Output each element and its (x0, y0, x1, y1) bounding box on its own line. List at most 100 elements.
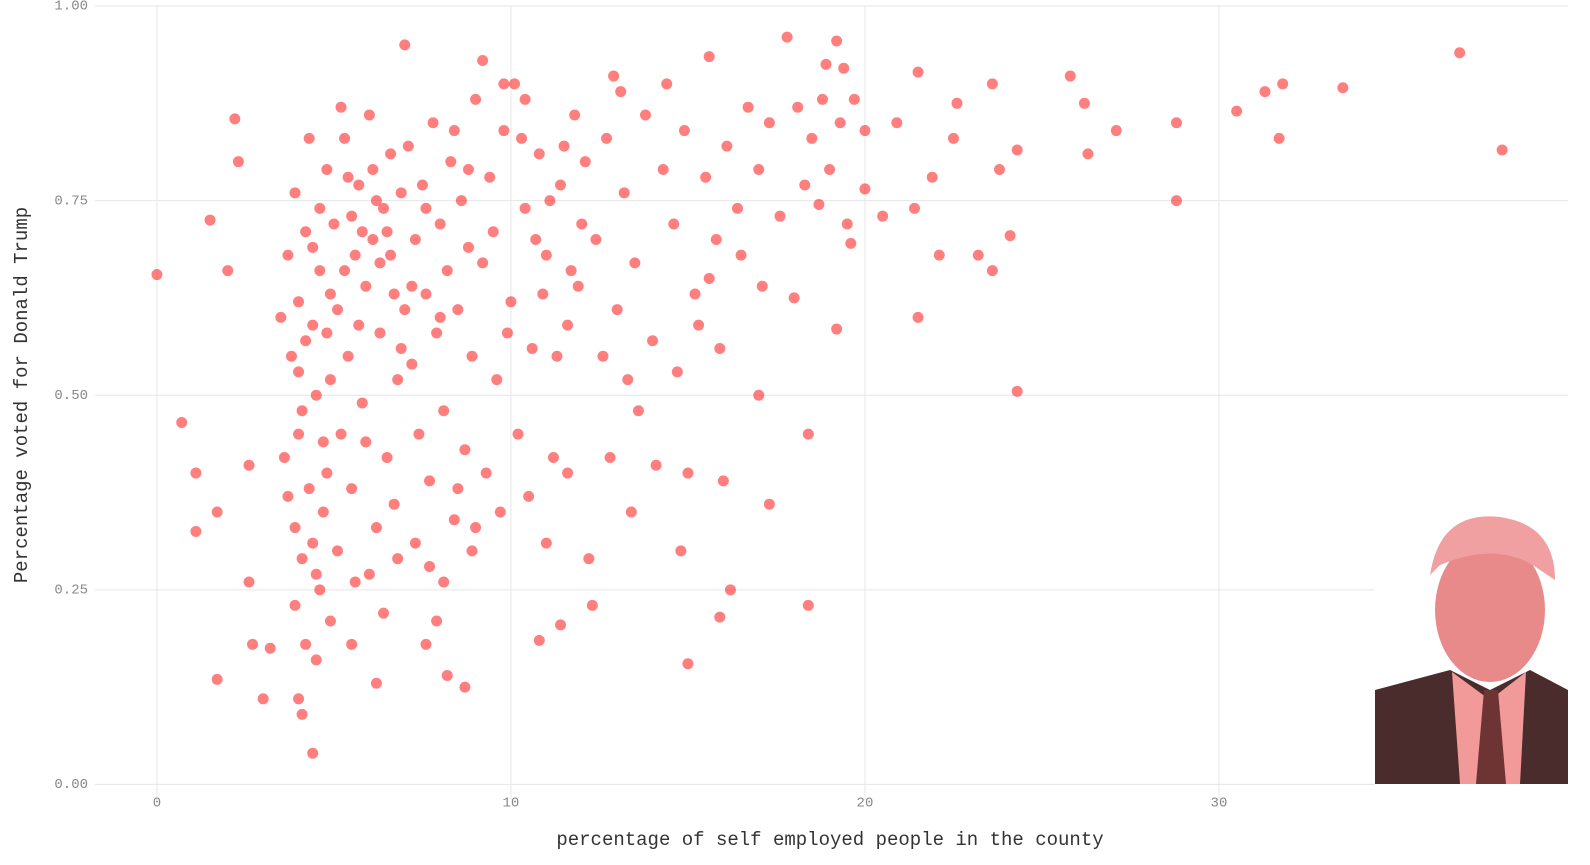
point (370, 195, 382, 207)
point (703, 51, 715, 63)
point (877, 210, 889, 222)
point (678, 125, 690, 137)
point (498, 78, 510, 90)
point (151, 269, 163, 281)
point (484, 171, 496, 183)
hair (1430, 516, 1555, 580)
point (406, 280, 418, 292)
point (385, 148, 397, 160)
point (562, 467, 574, 479)
point (378, 202, 390, 214)
point (470, 93, 482, 105)
point (204, 214, 216, 226)
point (264, 642, 276, 654)
point (629, 257, 641, 269)
point (993, 163, 1005, 175)
point (763, 117, 775, 129)
point (742, 101, 754, 113)
point (342, 350, 354, 362)
point (714, 343, 726, 355)
point (834, 117, 846, 129)
point (307, 319, 319, 331)
point (618, 187, 630, 199)
point (321, 327, 333, 339)
point (547, 451, 559, 463)
point (533, 148, 545, 160)
point (293, 428, 305, 440)
point (300, 638, 312, 650)
tie (1476, 690, 1506, 784)
point (335, 101, 347, 113)
point (307, 747, 319, 759)
point (569, 109, 581, 121)
grid (95, 5, 1568, 800)
point (1170, 195, 1182, 207)
point (845, 237, 857, 249)
point (314, 584, 326, 596)
point (544, 195, 556, 207)
point (1454, 47, 1466, 59)
point (370, 522, 382, 534)
point (324, 615, 336, 627)
point (257, 693, 269, 705)
point (848, 93, 860, 105)
point (947, 132, 959, 144)
point (586, 599, 598, 611)
point (689, 288, 701, 300)
y-axis-title: Percentage voted for Donald Trump (11, 207, 33, 583)
point (540, 249, 552, 261)
point (374, 257, 386, 269)
point (314, 202, 326, 214)
point (501, 327, 513, 339)
point (381, 451, 393, 463)
point (388, 498, 400, 510)
point (1064, 70, 1076, 82)
point (293, 693, 305, 705)
point (324, 288, 336, 300)
point (859, 125, 871, 137)
point (537, 288, 549, 300)
point (732, 202, 744, 214)
point (363, 568, 375, 580)
point (838, 62, 850, 74)
point (792, 101, 804, 113)
point (424, 560, 436, 572)
point (378, 607, 390, 619)
point (293, 296, 305, 308)
point (434, 218, 446, 230)
point (247, 638, 259, 650)
point (802, 428, 814, 440)
point (346, 483, 358, 495)
point (622, 374, 634, 386)
point (831, 323, 843, 335)
point (431, 615, 443, 627)
point (1082, 148, 1094, 160)
face (1435, 538, 1545, 682)
point (470, 522, 482, 534)
x-axis-title: percentage of self employed people in th… (556, 829, 1103, 851)
point (703, 272, 715, 284)
point (721, 140, 733, 152)
y-tick-label: 0.25 (54, 583, 88, 599)
point (282, 490, 294, 502)
point (406, 358, 418, 370)
point (459, 681, 471, 693)
point (388, 288, 400, 300)
point (477, 257, 489, 269)
x-tick-label: 0 (153, 796, 161, 812)
point (615, 86, 627, 98)
point (395, 187, 407, 199)
point (498, 125, 510, 137)
point (275, 311, 287, 323)
point (448, 125, 460, 137)
y-tick-label: 1.00 (54, 0, 88, 15)
point (774, 210, 786, 222)
point (420, 638, 432, 650)
point (211, 673, 223, 685)
point (671, 366, 683, 378)
point (176, 416, 188, 428)
point (512, 428, 524, 440)
point (912, 66, 924, 78)
point (300, 226, 312, 238)
point (533, 634, 545, 646)
